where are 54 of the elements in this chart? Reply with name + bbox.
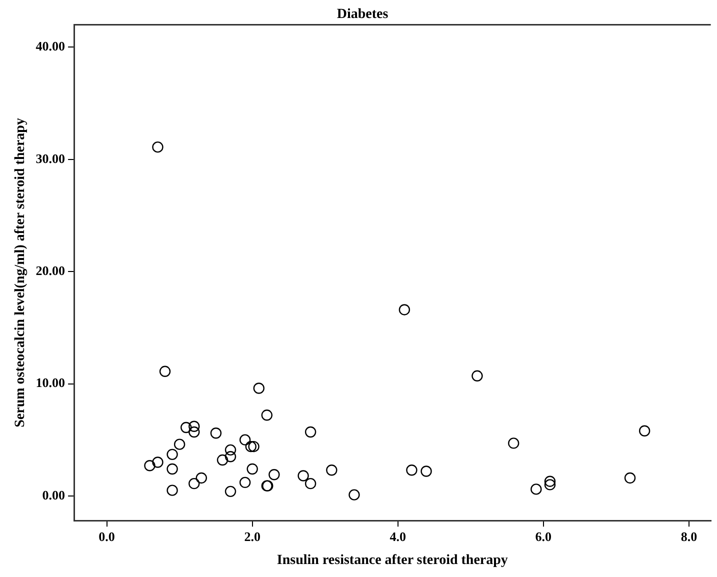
point <box>166 463 178 475</box>
point <box>246 463 258 475</box>
point <box>420 466 432 477</box>
x-tick-label: 2.0 <box>244 528 260 544</box>
point <box>245 440 256 452</box>
point <box>188 426 200 438</box>
y-tick-label: 0.00 <box>42 487 66 502</box>
point <box>188 478 200 490</box>
point <box>304 426 316 438</box>
point <box>166 448 178 460</box>
point <box>216 454 228 466</box>
point <box>224 486 236 498</box>
x-tick-label: 6.0 <box>535 528 552 544</box>
point <box>406 464 418 476</box>
point <box>174 438 186 450</box>
x-axis-title: Insulin resistance after steroid therapy <box>276 553 508 568</box>
point <box>472 370 483 382</box>
point <box>268 469 280 480</box>
point <box>326 464 338 476</box>
y-tick-label: 30.00 <box>36 150 66 166</box>
point <box>152 456 164 468</box>
point <box>239 434 251 446</box>
point <box>304 478 316 490</box>
point <box>248 440 260 452</box>
chart-title: Diabetes <box>336 7 389 22</box>
point <box>544 479 556 490</box>
point <box>298 470 309 482</box>
y-axis-title: Serum osteocalcin level(ng/ml) after steroid therapy <box>13 118 28 428</box>
point <box>188 420 200 432</box>
point <box>624 472 636 484</box>
point <box>348 489 360 500</box>
point <box>638 425 650 436</box>
point <box>398 304 410 316</box>
point <box>159 366 171 378</box>
y-tick-label: 10.00 <box>36 375 66 390</box>
point <box>210 428 222 439</box>
point <box>180 422 192 434</box>
x-tick-label: 0.0 <box>98 528 115 544</box>
point <box>544 476 556 487</box>
x-tick-label: 4.0 <box>390 528 406 544</box>
point <box>508 438 520 449</box>
y-tick-label: 40.00 <box>36 38 66 54</box>
point <box>261 410 272 421</box>
point <box>530 484 542 495</box>
point <box>166 484 178 496</box>
point <box>239 476 251 488</box>
point <box>253 382 264 394</box>
point <box>224 451 236 462</box>
point <box>196 472 207 484</box>
y-tick-label: 20.00 <box>36 262 66 278</box>
point <box>144 460 156 472</box>
point <box>224 444 236 456</box>
x-tick-label: 8.0 <box>680 528 698 544</box>
point <box>152 141 164 153</box>
